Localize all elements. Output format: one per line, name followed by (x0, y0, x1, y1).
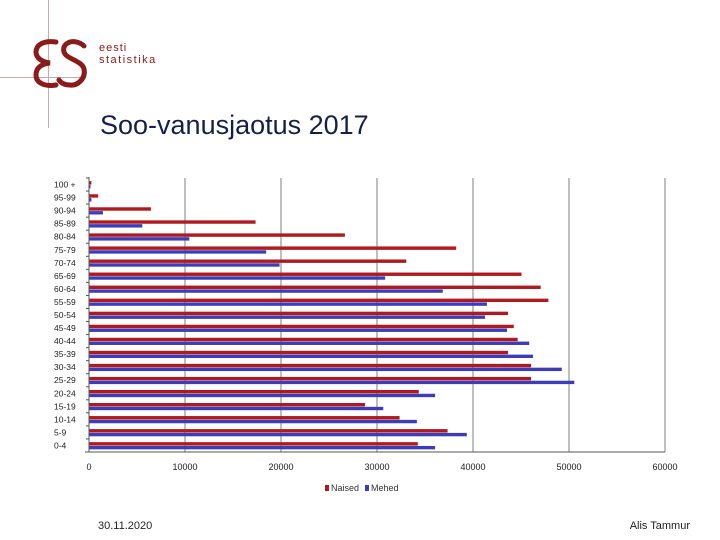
bar-naised (89, 442, 418, 446)
legend-swatch-naised (325, 485, 329, 491)
bar-mehed (89, 185, 91, 189)
bar-naised (89, 350, 509, 355)
bar-naised (89, 298, 549, 303)
bar-mehed (89, 198, 92, 202)
y-tick-label: 70-74 (54, 258, 76, 268)
bar-naised (89, 337, 518, 342)
bar-naised (89, 324, 514, 329)
bar-mehed (89, 315, 486, 319)
bar-naised (89, 363, 532, 368)
chart-legend: Naised Mehed (325, 483, 399, 493)
y-tick-label: 25-29 (54, 375, 76, 385)
bar-naised (89, 207, 151, 211)
y-tick-label: 65-69 (54, 271, 76, 281)
logo-wordmark: eesti statistika (99, 42, 157, 66)
bar-naised (89, 403, 366, 407)
y-tick-label: 35-39 (54, 349, 76, 359)
x-tick-label: 10000 (172, 462, 197, 472)
y-tick-label: 85-89 (54, 219, 76, 229)
bar-mehed (89, 302, 487, 306)
bar-mehed (89, 432, 467, 437)
footer-author: Alis Tammur (629, 520, 690, 532)
bar-naised (89, 272, 522, 276)
y-tick-label: 80-84 (54, 232, 76, 242)
bar-mehed (89, 393, 436, 398)
bar-mehed (89, 380, 575, 385)
y-tick-label: 20-24 (54, 388, 76, 398)
legend-item-naised: Naised (325, 483, 359, 493)
bar-naised (89, 194, 99, 198)
x-tick-label: 20000 (268, 462, 293, 472)
bar-mehed (89, 367, 562, 372)
bar-naised (89, 246, 457, 250)
x-tick-label: 30000 (364, 462, 389, 472)
x-tick-label: 50000 (556, 462, 581, 472)
legend-label-naised: Naised (331, 483, 360, 493)
bar-mehed (89, 211, 103, 215)
y-tick-label: 40-44 (54, 336, 76, 346)
bar-mehed (89, 250, 267, 254)
y-tick-label: 0-4 (54, 440, 67, 450)
legend-label-mehed: Mehed (371, 483, 399, 493)
y-tick-label: 10-14 (54, 414, 76, 424)
bar-mehed (89, 328, 508, 332)
logo-line-2: statistika (99, 54, 157, 66)
bar-naised (89, 285, 541, 289)
bar-mehed (89, 354, 534, 359)
logo-horizontal-line (0, 77, 86, 78)
y-tick-label: 15-19 (54, 401, 76, 411)
x-tick-label: 40000 (460, 462, 485, 472)
legend-swatch-mehed (365, 485, 370, 491)
bar-naised (89, 429, 448, 433)
bar-naised (89, 389, 419, 394)
logo-line-1: eesti (99, 42, 128, 54)
bar-mehed (89, 276, 386, 280)
slide-title: Soo-vanusjaotus 2017 (100, 110, 369, 140)
y-tick-label: 90-94 (54, 206, 76, 216)
y-tick-label: 100 + (54, 180, 76, 190)
bar-naised (89, 181, 92, 185)
bar-mehed (89, 224, 143, 228)
bar-naised (89, 416, 400, 420)
bar-mehed (89, 406, 384, 411)
y-tick-label: 5-9 (54, 427, 67, 437)
bar-naised (89, 311, 509, 316)
bar-naised (89, 233, 345, 237)
bar-mehed (89, 237, 190, 241)
statistics-logo-icon (33, 39, 87, 88)
x-tick-label: 60000 (652, 462, 677, 472)
y-tick-label: 55-59 (54, 297, 76, 307)
y-tick-label: 95-99 (54, 193, 76, 203)
bar-mehed (89, 263, 280, 267)
y-tick-label: 45-49 (54, 323, 76, 333)
bar-mehed (89, 341, 530, 345)
y-tick-label: 75-79 (54, 245, 76, 255)
bar-naised (89, 259, 407, 263)
bar-mehed (89, 289, 443, 293)
footer-date: 30.11.2020 (98, 520, 153, 532)
bar-mehed (89, 419, 417, 424)
x-tick-label: 0 (86, 462, 91, 472)
legend-item-mehed: Mehed (365, 483, 399, 493)
bar-naised (89, 376, 532, 381)
bar-mehed (89, 445, 436, 450)
y-tick-label: 60-64 (54, 284, 76, 294)
bar-naised (89, 220, 256, 224)
y-tick-label: 50-54 (54, 310, 76, 320)
y-tick-label: 30-34 (54, 362, 76, 372)
